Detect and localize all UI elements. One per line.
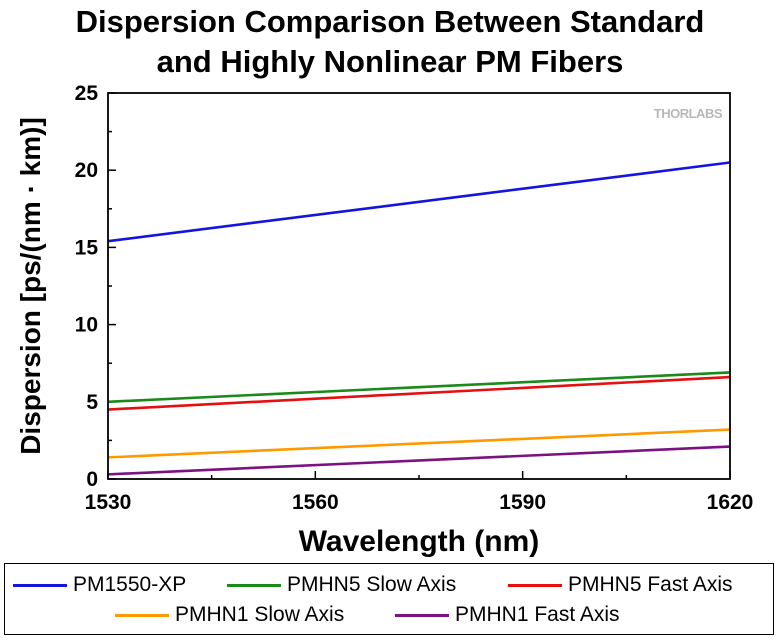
legend-item-pmhn1-slow: PMHN1 Slow Axis [115,600,344,630]
series-line-pmhn5-slow-axis [107,371,731,404]
legend-swatch-pmhn5-fast [508,583,562,587]
x-tick-label: 1590 [499,491,546,514]
y-tick-label: 5 [86,391,98,414]
y-tick-label: 20 [75,159,98,182]
legend-label-pmhn5-fast: PMHN5 Fast Axis [568,573,733,596]
chart-title-line-1: Dispersion Comparison Between Standard [75,4,705,39]
legend-label-pmhn1-fast: PMHN1 Fast Axis [455,603,620,626]
x-tick-label: 1620 [707,491,754,514]
y-tick-label: 10 [75,314,98,337]
chart-title-line-2: and Highly Nonlinear PM Fibers [156,44,624,79]
legend-item-pmhn5-slow: PMHN5 Slow Axis [227,570,456,600]
legend-swatch-pm1550-xp [13,583,67,587]
legend-label-pmhn1-slow: PMHN1 Slow Axis [175,603,345,626]
legend-swatch-pmhn1-fast [395,613,449,617]
watermark-logo: THORLABS [654,106,723,121]
y-tick-label: 0 [86,468,98,491]
series-line-pm1550-xp [107,161,731,243]
x-tick-label: 1530 [85,491,132,514]
chart-title: Dispersion Comparison Between Standard a… [0,2,780,82]
legend-item-pmhn1-fast: PMHN1 Fast Axis [395,600,620,630]
series-line-pmhn1-fast-axis [107,445,731,476]
x-tick-label: 1560 [292,491,339,514]
legend-swatch-pmhn1-slow [115,613,169,617]
legend-item-pmhn5-fast: PMHN5 Fast Axis [508,570,733,600]
legend-label-pm1550-xp: PM1550-XP [73,573,187,596]
legend-label-pmhn5-slow: PMHN5 Slow Axis [287,573,457,596]
y-tick-label: 15 [75,236,99,259]
legend: PM1550-XP PMHN5 Slow Axis PMHN5 Fast Axi… [4,563,774,635]
x-axis-label: Wavelength (nm) [299,525,540,558]
plot-frame [107,92,731,480]
y-tick-label: 25 [75,82,99,105]
plot-area: THORLABS 1530 1560 1590 1620 0 5 10 15 20 25 Wavele… [15,82,754,558]
y-axis-label: Dispersion [ps/(nm · km)] [15,117,46,455]
series-line-pmhn1-slow-axis [107,428,731,459]
legend-swatch-pmhn5-slow [227,583,281,587]
legend-item-pm1550-xp: PM1550-XP [13,570,186,600]
series-line-pmhn5-fast-axis [107,375,731,411]
